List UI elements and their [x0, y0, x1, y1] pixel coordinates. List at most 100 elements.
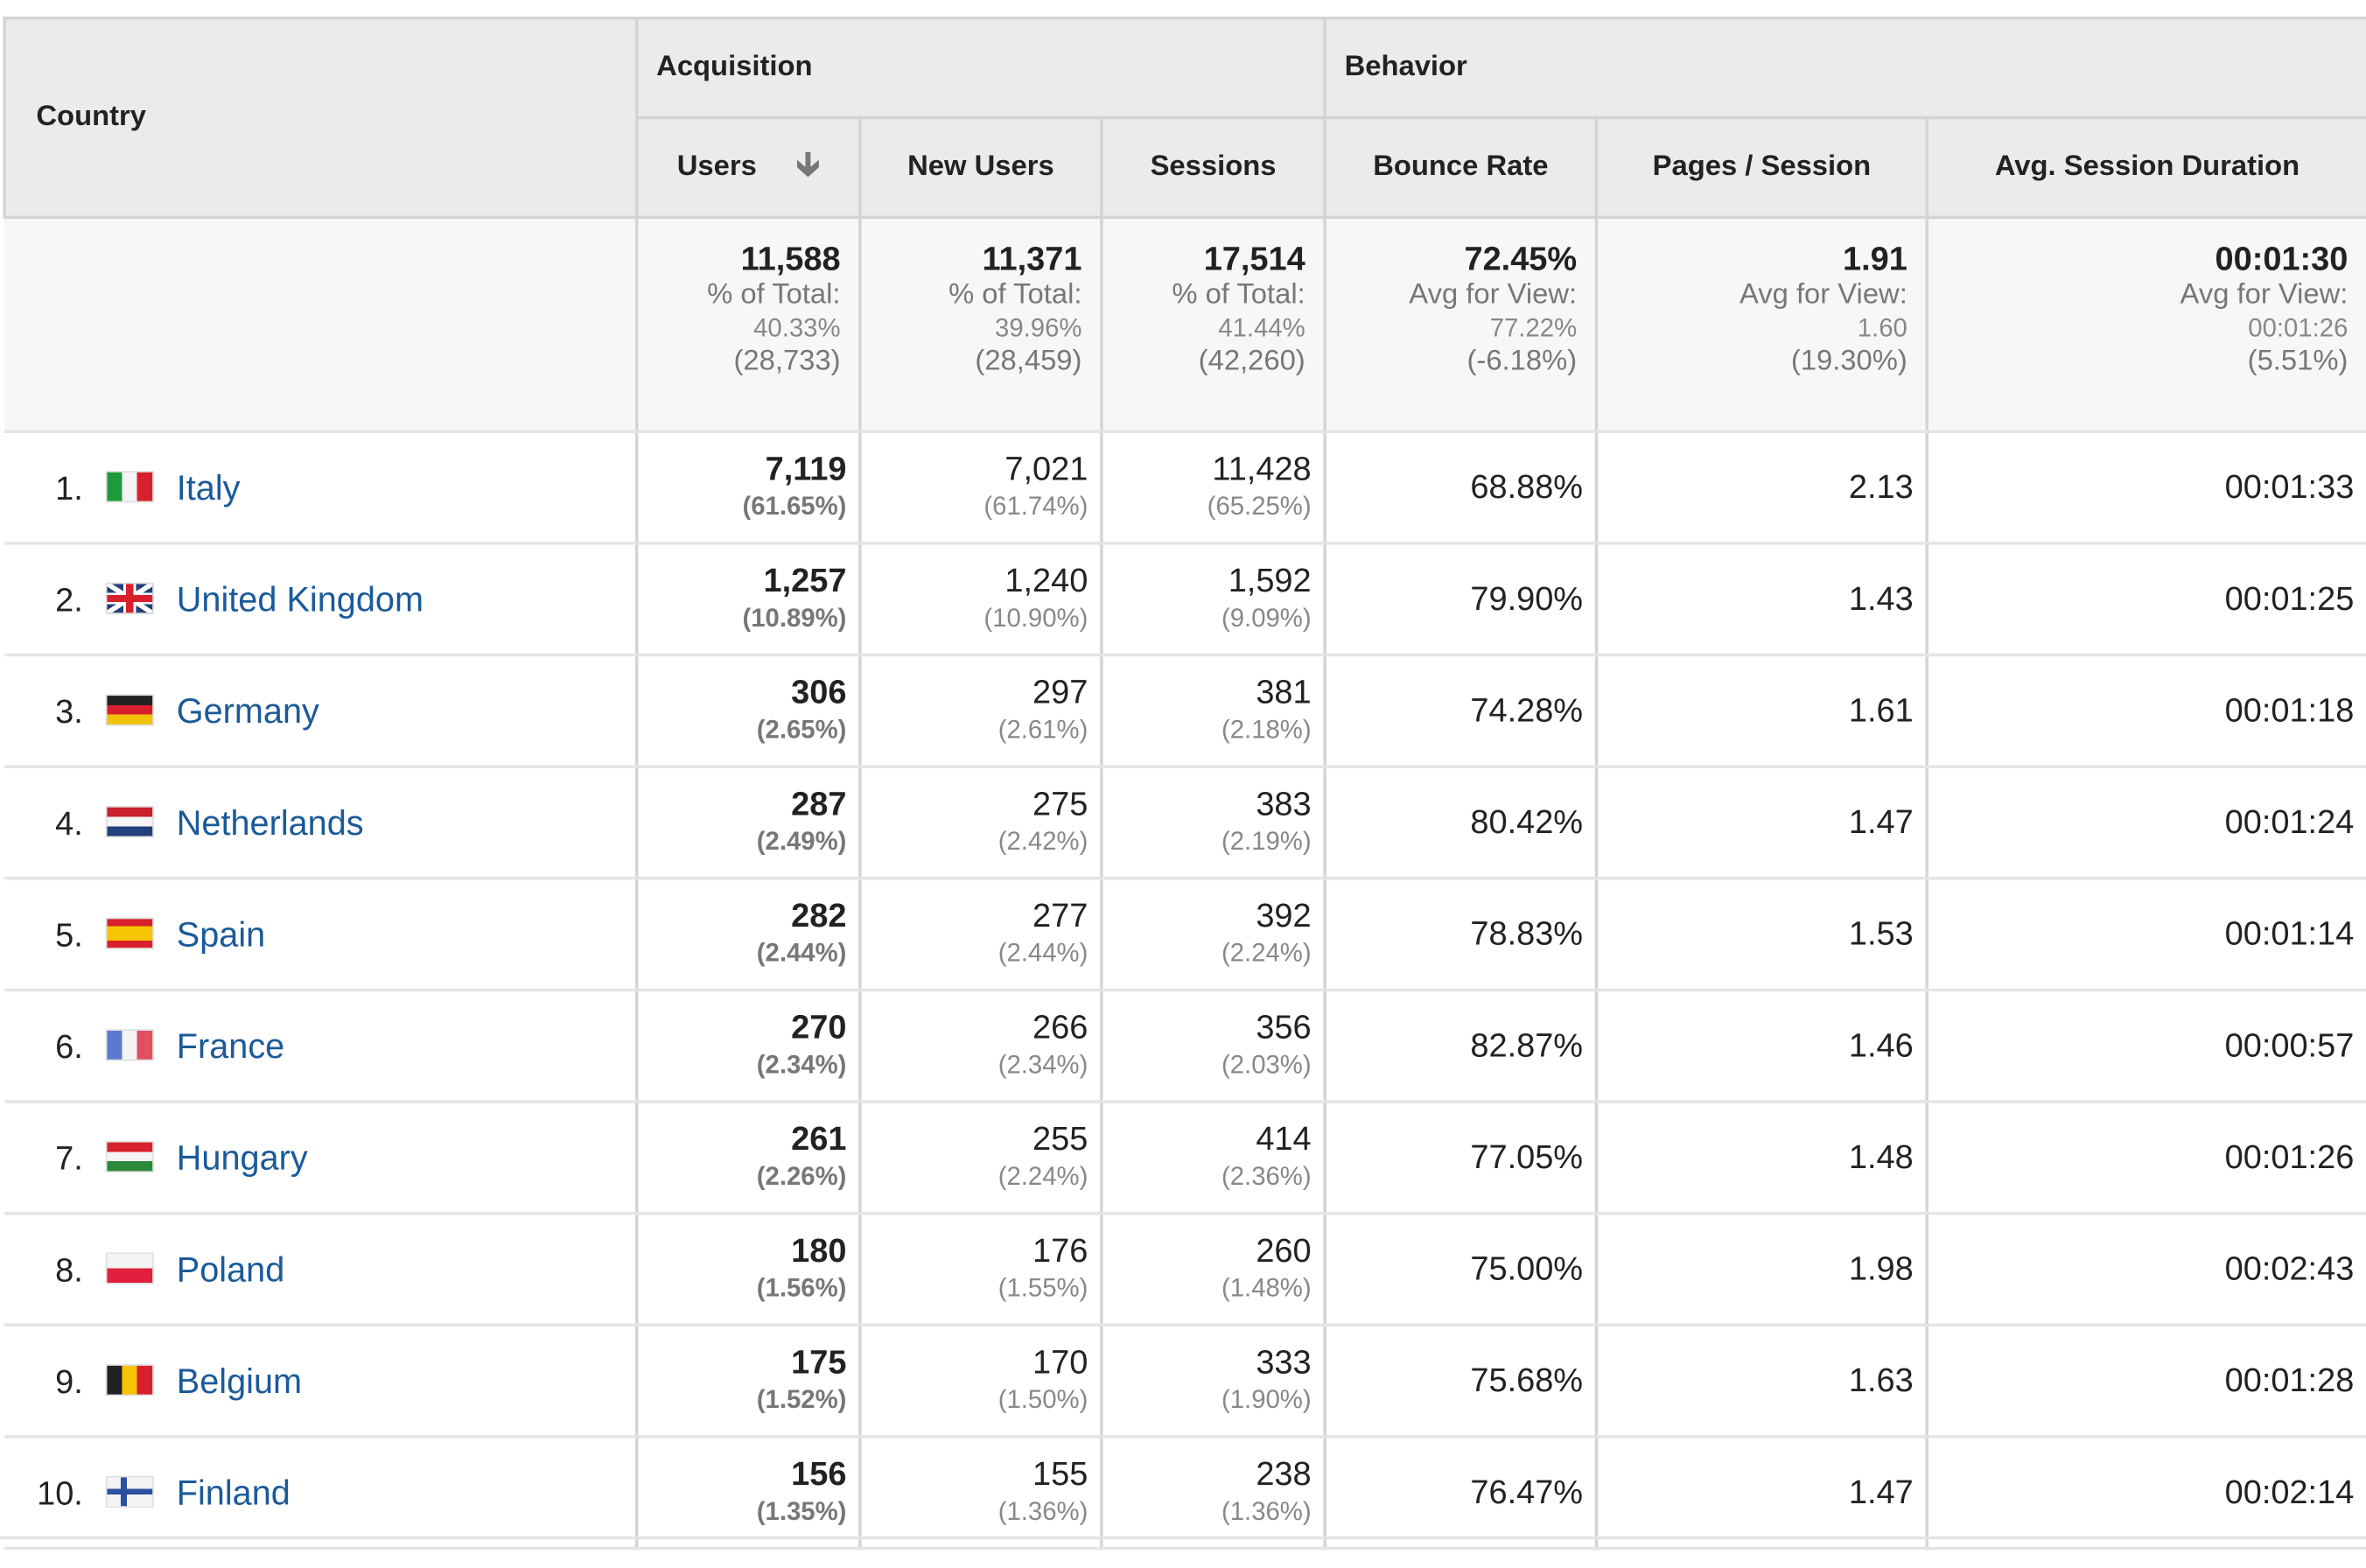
country-link[interactable]: Finland	[176, 1472, 290, 1512]
sessions-cell: 260 (1.48%)	[1100, 1213, 1326, 1327]
new-users-cell: 266 (2.34%)	[858, 990, 1103, 1103]
row-rank: 5.	[55, 915, 83, 954]
new-users-cell: 7,021 (61.74%)	[858, 431, 1103, 545]
row-rank: 10.	[37, 1474, 83, 1512]
totals-users: 11,588 % of Total: 40.33% (28,733)	[635, 217, 862, 433]
totals-new-users: 11,371 % of Total: 39.96% (28,459)	[858, 217, 1103, 433]
table-row[interactable]: 5. Spain 282 (2.44%) 277 (2.44%) 392 (2.24%) 78.…	[4, 878, 2366, 992]
table-row[interactable]: 9. Belgium 175 (1.52%) 170 (1.50%) 333 (1.90%) 7…	[4, 1325, 2366, 1438]
totals-row: 11,588 % of Total: 40.33% (28,733) 11,37…	[4, 217, 2366, 433]
column-header-country[interactable]: Country	[3, 16, 639, 220]
bounce-rate-cell: 80.42%	[1323, 766, 1599, 880]
column-header-bounce-rate[interactable]: Bounce Rate	[1323, 116, 1599, 220]
avg-session-duration-cell: 00:01:14	[1925, 878, 2366, 992]
country-cell: 6. France	[4, 990, 639, 1103]
flag-hungary-icon	[107, 1142, 153, 1172]
column-header-pages-session[interactable]: Pages / Session	[1594, 116, 1928, 220]
sessions-cell: 238 (1.36%)	[1100, 1436, 1326, 1550]
flag-spain-icon	[107, 919, 153, 948]
bounce-rate-cell: 79.90%	[1323, 542, 1599, 657]
country-cell: 10. Finland	[4, 1436, 639, 1550]
new-users-cell: 1,240 (10.90%)	[858, 542, 1103, 657]
row-rank: 3.	[55, 691, 83, 730]
sessions-cell: 383 (2.19%)	[1100, 766, 1326, 880]
new-users-cell: 275 (2.42%)	[858, 766, 1103, 880]
bounce-rate-cell: 68.88%	[1323, 431, 1599, 545]
flag-belgium-icon	[107, 1366, 153, 1395]
pages-session-cell: 1.98	[1594, 1213, 1928, 1327]
column-header-new-users[interactable]: New Users	[858, 116, 1103, 220]
table-row[interactable]: 4. Netherlands 287 (2.49%) 275 (2.42%) 383 (2.1…	[4, 766, 2366, 880]
table-bottom-border	[0, 1536, 2366, 1540]
arrow-down-icon[interactable]: 🡳	[795, 144, 820, 183]
row-rank: 8.	[55, 1250, 83, 1289]
users-cell: 1,257 (10.89%)	[635, 542, 862, 657]
avg-session-duration-cell: 00:01:18	[1925, 654, 2366, 768]
avg-session-duration-cell: 00:00:57	[1925, 990, 2366, 1103]
column-header-users[interactable]: Users 🡳	[635, 116, 862, 220]
totals-pages-session: 1.91 Avg for View: 1.60 (19.30%)	[1594, 217, 1928, 433]
users-cell: 156 (1.35%)	[635, 1436, 862, 1550]
table-row[interactable]: 6. France 270 (2.34%) 266 (2.34%) 356 (2.03%) 82…	[4, 990, 2366, 1103]
flag-poland-icon	[107, 1254, 153, 1284]
users-cell: 282 (2.44%)	[635, 878, 862, 992]
avg-session-duration-cell: 00:02:14	[1925, 1436, 2366, 1550]
new-users-cell: 170 (1.50%)	[858, 1325, 1103, 1438]
totals-sessions: 17,514 % of Total: 41.44% (42,260)	[1100, 217, 1326, 433]
country-cell: 5. Spain	[4, 878, 639, 992]
pages-session-cell: 1.46	[1594, 990, 1928, 1103]
avg-session-duration-cell: 00:01:28	[1925, 1325, 2366, 1438]
pages-session-cell: 1.47	[1594, 766, 1928, 880]
table-row[interactable]: 1. Italy 7,119 (61.65%) 7,021 (61.74%) 11,428(…	[4, 431, 2366, 545]
users-cell: 7,119 (61.65%)	[635, 431, 862, 545]
country-link[interactable]: Germany	[176, 690, 319, 730]
country-link[interactable]: Belgium	[176, 1360, 303, 1400]
country-cell: 2. United Kingdom	[4, 542, 639, 657]
users-cell: 180 (1.56%)	[635, 1213, 862, 1327]
country-link[interactable]: Netherlands	[176, 802, 364, 842]
country-report-table: Country Acquisition Behavior Users 🡳 New …	[3, 16, 2366, 1550]
country-link[interactable]: Poland	[176, 1249, 285, 1289]
country-cell: 4. Netherlands	[4, 766, 639, 880]
avg-session-duration-cell: 00:01:26	[1925, 1102, 2366, 1215]
column-header-avg-session-duration[interactable]: Avg. Session Duration	[1925, 116, 2366, 220]
flag-germany-icon	[107, 696, 153, 725]
pages-session-cell: 1.43	[1594, 542, 1928, 657]
row-rank: 2.	[55, 580, 83, 619]
bounce-rate-cell: 82.87%	[1323, 990, 1599, 1103]
bounce-rate-cell: 75.68%	[1323, 1325, 1599, 1438]
row-rank: 6.	[55, 1026, 83, 1065]
avg-session-duration-cell: 00:01:24	[1925, 766, 2366, 880]
new-users-cell: 277 (2.44%)	[858, 878, 1103, 992]
row-rank: 4.	[55, 803, 83, 842]
pages-session-cell: 1.53	[1594, 878, 1928, 992]
sessions-cell: 1,592 (9.09%)	[1100, 542, 1326, 657]
pages-session-cell: 2.13	[1594, 431, 1928, 545]
country-link[interactable]: United Kingdom	[176, 578, 424, 619]
country-link[interactable]: Italy	[176, 466, 241, 507]
column-header-sessions[interactable]: Sessions	[1100, 116, 1326, 220]
flag-finland-icon	[107, 1477, 153, 1507]
table-row[interactable]: 2. United Kingdom 1,257 (10.89%) 1,240 (10.90…	[4, 542, 2366, 657]
group-header-behavior: Behavior	[1323, 16, 2366, 120]
avg-session-duration-cell: 00:01:25	[1925, 542, 2366, 657]
country-link[interactable]: Hungary	[176, 1137, 308, 1177]
totals-bounce-rate: 72.45% Avg for View: 77.22% (-6.18%)	[1323, 217, 1599, 433]
totals-avg-session-duration: 00:01:30 Avg for View: 00:01:26 (5.51%)	[1925, 217, 2366, 433]
bounce-rate-cell: 76.47%	[1323, 1436, 1599, 1550]
flag-uk-icon	[107, 584, 153, 613]
table-row[interactable]: 7. Hungary 261 (2.26%) 255 (2.24%) 414 (2.36%) 7…	[4, 1102, 2366, 1215]
sessions-cell: 11,428 (65.25%)	[1100, 431, 1326, 545]
table-row[interactable]: 10. Finland 156 (1.35%) 155 (1.36%) 238 (1.36%)…	[4, 1436, 2366, 1550]
table-row[interactable]: 8. Poland 180 (1.56%) 176 (1.55%) 260 (1.48%) 75…	[4, 1213, 2366, 1327]
sessions-cell: 333 (1.90%)	[1100, 1325, 1326, 1438]
new-users-cell: 176 (1.55%)	[858, 1213, 1103, 1327]
pages-session-cell: 1.63	[1594, 1325, 1928, 1438]
table-row[interactable]: 3. Germany 306 (2.65%) 297 (2.61%) 381 (2.18%) 7…	[4, 654, 2366, 768]
bounce-rate-cell: 77.05%	[1323, 1102, 1599, 1215]
bounce-rate-cell: 75.00%	[1323, 1213, 1599, 1327]
country-link[interactable]: France	[176, 1025, 285, 1065]
flag-france-icon	[107, 1031, 153, 1060]
new-users-cell: 155 (1.36%)	[858, 1436, 1103, 1550]
country-link[interactable]: Spain	[176, 914, 266, 954]
